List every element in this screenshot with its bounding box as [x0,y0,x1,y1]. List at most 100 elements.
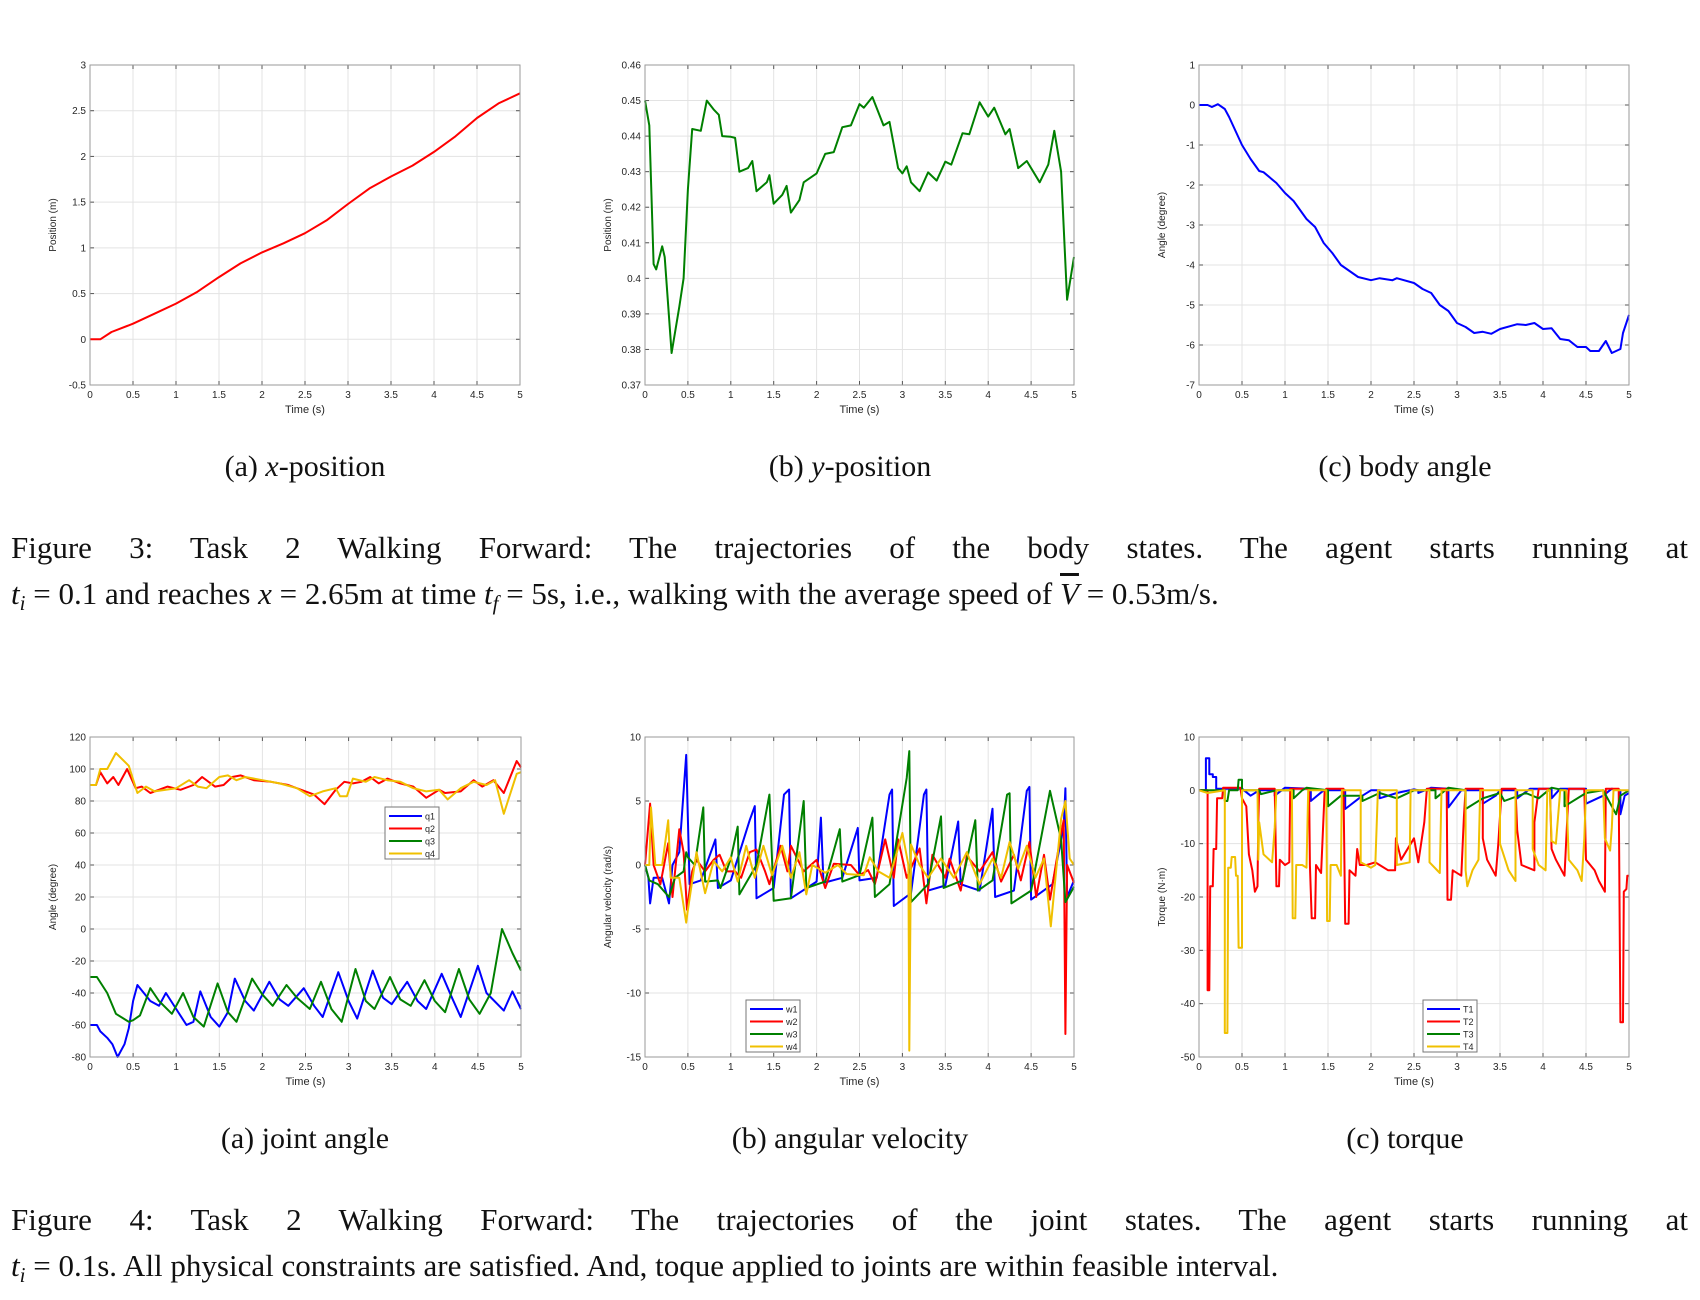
x-axis-label: Time (s) [840,1076,880,1088]
axes-frame [89,736,522,1058]
x-tick-label: 5 [1071,390,1077,401]
series-line-w4 [645,800,1075,1052]
y-tick-label: -20 [1181,893,1196,904]
x-tick-label: 0 [1196,1062,1202,1073]
x-tick-label: 1.5 [767,1062,781,1073]
caption-segment: x [258,576,272,611]
figure4-caption-line2: ti = 0.1s. All physical constraints are … [11,1248,1688,1287]
x-tick-label: 1 [173,390,179,401]
subcaption-joint-angle: (a) joint angle [55,1122,555,1156]
x-tick-label: 3.5 [385,1062,399,1073]
figure3-caption-line1: Figure 3: Task 2 Walking Forward: The tr… [11,530,1688,565]
x-tick-label: 0 [642,390,648,401]
x-tick-label: 1.5 [1321,1062,1335,1073]
series-line-T2 [1199,786,1629,1024]
series-line-T1 [1199,757,1630,816]
y-tick-label: 20 [75,893,87,904]
subcaption-torque: (c) torque [1155,1122,1655,1156]
subcaption-label: (a) [224,450,266,483]
y-tick-label: 0 [1189,101,1195,112]
legend-label: T1 [1463,1005,1474,1015]
y-tick-label: 1.5 [72,198,86,209]
y-tick-label: 0.43 [622,167,642,178]
y-tick-label: 0.38 [622,345,642,356]
figure3-caption-line2: ti = 0.1 and reaches x = 2.65m at time t… [11,576,1688,615]
x-tick-label: 3 [900,1062,906,1073]
figure4-caption-line1: Figure 4: Task 2 Walking Forward: The tr… [11,1202,1688,1237]
caption-segment: = 5s, i.e., walking with the average spe… [498,576,1060,611]
subcaption-math: y [811,450,825,483]
x-tick-label: 4 [432,1062,438,1073]
x-tick-label: 3 [1454,390,1460,401]
y-axis-label: Position (m) [603,198,614,251]
chart-1: 0 0.5 1 1.5 2 2.5 3 3.5 4 4.5 5-0.500.511.522.53Ti… [48,61,523,417]
x-tick-label: 2 [259,390,265,401]
y-tick-label: 0.45 [622,96,642,107]
y-tick-label: -10 [1181,839,1196,850]
legend: q1 q2 q3 q4 [384,806,440,860]
x-tick-label: 3.5 [938,390,952,401]
x-tick-label: 2.5 [853,390,867,401]
series-line-q1 [90,964,522,1058]
x-tick-label: 3.5 [1493,1062,1507,1073]
legend-label: T3 [1463,1030,1474,1040]
x-axis-label: Time (s) [1394,1076,1434,1088]
y-tick-label: 1 [1189,61,1195,72]
x-tick-label: 2 [1368,390,1374,401]
x-tick-label: 4.5 [1024,390,1038,401]
x-tick-label: 2 [814,390,820,401]
y-tick-label: 60 [75,829,87,840]
x-tick-label: 3 [900,390,906,401]
caption-segment: t [11,576,20,611]
y-tick-label: -5 [1186,301,1195,312]
y-tick-label: -50 [1181,1053,1196,1064]
x-tick-label: 2 [1368,1062,1374,1073]
legend-label: w1 [785,1005,798,1015]
x-tick-label: 5 [517,390,523,401]
y-tick-label: 120 [69,733,86,744]
caption-segment: t [11,1248,20,1283]
x-tick-label: 4.5 [1579,1062,1593,1073]
y-tick-label: 40 [75,861,87,872]
legend-label: q3 [425,837,435,847]
x-tick-label: 0 [87,1062,93,1073]
legend: T1 T2 T3 T4 [1422,999,1478,1053]
caption-segment: V [1060,576,1079,611]
series-line-T3 [1199,778,1630,816]
caption-segment: = 0.1s. All physical constraints are sat… [25,1248,1279,1283]
legend-label: w2 [785,1017,798,1027]
y-tick-label: 0.41 [622,238,642,249]
caption-segment: i [19,1263,26,1287]
legend: w1 w2 w3 w4 [745,999,801,1053]
y-tick-label: 0.46 [622,61,642,72]
x-axis-label: Time (s) [285,404,325,416]
y-tick-label: -10 [627,989,642,1000]
x-tick-label: 1.5 [212,1062,226,1073]
y-tick-label: 0.42 [622,203,642,214]
y-tick-label: -3 [1186,221,1195,232]
x-tick-label: 0 [87,390,93,401]
subcaption-label: (a) joint angle [220,1122,390,1155]
legend-label: T2 [1463,1017,1474,1027]
x-tick-label: 0.5 [681,390,695,401]
y-tick-label: 2 [80,152,86,163]
y-axis-label: Angular velocity (rad/s) [603,846,614,948]
x-tick-label: 4.5 [1579,390,1593,401]
chart-2: 0 0.5 1 1.5 2 2.5 3 3.5 4 4.5 5 0.37 0.38 0.39 0.4 0.41… [603,61,1077,417]
y-tick-label: 10 [630,733,642,744]
x-tick-label: 0.5 [1235,1062,1249,1073]
y-tick-label: -60 [72,1021,87,1032]
y-tick-label: -40 [72,989,87,1000]
x-axis-label: Time (s) [840,404,880,416]
x-tick-label: 4 [431,390,437,401]
x-tick-label: 0.5 [126,390,140,401]
x-tick-label: 1 [173,1062,179,1073]
x-tick-label: 4 [1540,1062,1546,1073]
caption-segment: t [483,576,493,611]
caption-segment: i [19,591,26,615]
x-axis-label: Time (s) [1394,404,1434,416]
axes-frame [644,736,1075,1058]
subcaption-body-angle: (c) body angle [1155,450,1655,484]
x-tick-label: 2.5 [298,390,312,401]
